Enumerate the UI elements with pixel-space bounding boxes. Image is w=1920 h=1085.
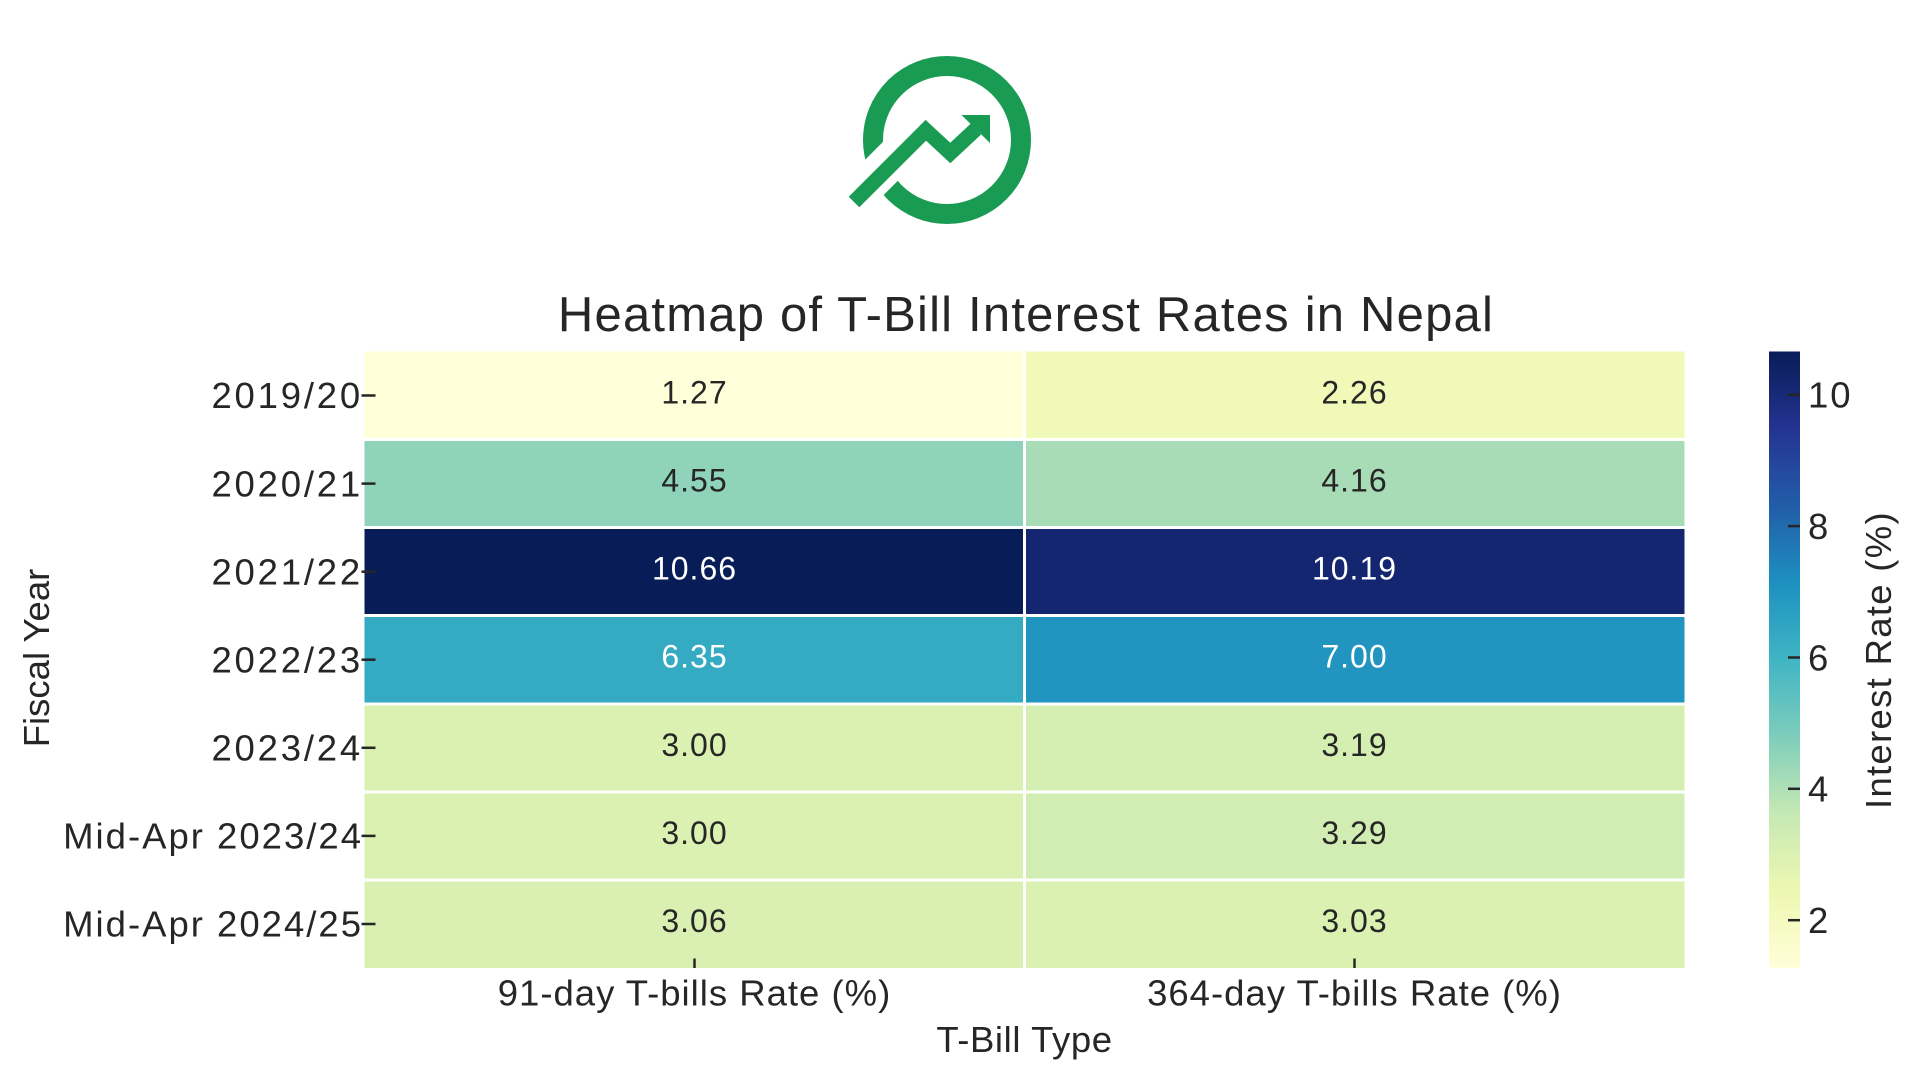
svg-text:10.19: 10.19 <box>1312 551 1397 587</box>
svg-text:3.29: 3.29 <box>1321 815 1387 851</box>
svg-text:6.35: 6.35 <box>661 639 727 675</box>
svg-text:2: 2 <box>1808 900 1830 941</box>
svg-text:10: 10 <box>1808 375 1853 416</box>
svg-text:2022/23: 2022/23 <box>211 639 363 680</box>
svg-text:3.00: 3.00 <box>661 727 727 763</box>
svg-text:91-day T-bills Rate (%): 91-day T-bills Rate (%) <box>498 973 892 1014</box>
svg-text:T-Bill Type: T-Bill Type <box>936 1019 1112 1060</box>
svg-text:6: 6 <box>1808 637 1830 678</box>
svg-text:Mid-Apr 2023/24: Mid-Apr 2023/24 <box>63 816 363 857</box>
svg-text:4.16: 4.16 <box>1321 463 1387 499</box>
svg-text:1.27: 1.27 <box>661 375 727 411</box>
svg-text:3.19: 3.19 <box>1321 727 1387 763</box>
svg-text:2.26: 2.26 <box>1321 375 1387 411</box>
svg-text:2021/22: 2021/22 <box>211 551 363 592</box>
svg-text:7.00: 7.00 <box>1321 639 1387 675</box>
svg-text:2020/21: 2020/21 <box>211 463 363 504</box>
svg-text:3.03: 3.03 <box>1321 903 1387 939</box>
svg-text:2019/20: 2019/20 <box>211 375 363 416</box>
svg-text:Fiscal Year: Fiscal Year <box>16 569 57 748</box>
svg-text:2023/24: 2023/24 <box>211 728 363 769</box>
svg-text:Interest Rate (%): Interest Rate (%) <box>1858 511 1899 809</box>
svg-text:10.66: 10.66 <box>652 551 737 587</box>
svg-text:4.55: 4.55 <box>661 463 727 499</box>
svg-text:8: 8 <box>1808 506 1830 547</box>
svg-text:3.06: 3.06 <box>661 903 727 939</box>
svg-text:3.00: 3.00 <box>661 815 727 851</box>
svg-text:364-day T-bills Rate (%): 364-day T-bills Rate (%) <box>1147 973 1562 1014</box>
svg-text:4: 4 <box>1808 769 1830 810</box>
svg-text:Heatmap of T-Bill Interest Rat: Heatmap of T-Bill Interest Rates in Nepa… <box>558 288 1494 342</box>
svg-text:Mid-Apr 2024/25: Mid-Apr 2024/25 <box>63 904 363 945</box>
